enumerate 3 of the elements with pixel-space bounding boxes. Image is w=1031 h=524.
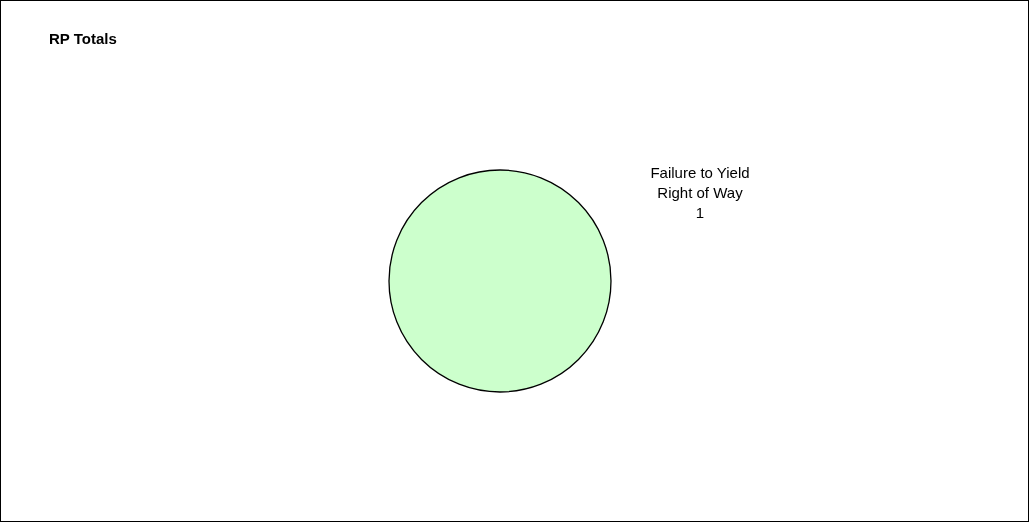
slice-label: Failure to Yield Right of Way: [650, 164, 750, 201]
data-label: 1: [695, 204, 705, 221]
text: RP Totals: [49, 30, 117, 47]
